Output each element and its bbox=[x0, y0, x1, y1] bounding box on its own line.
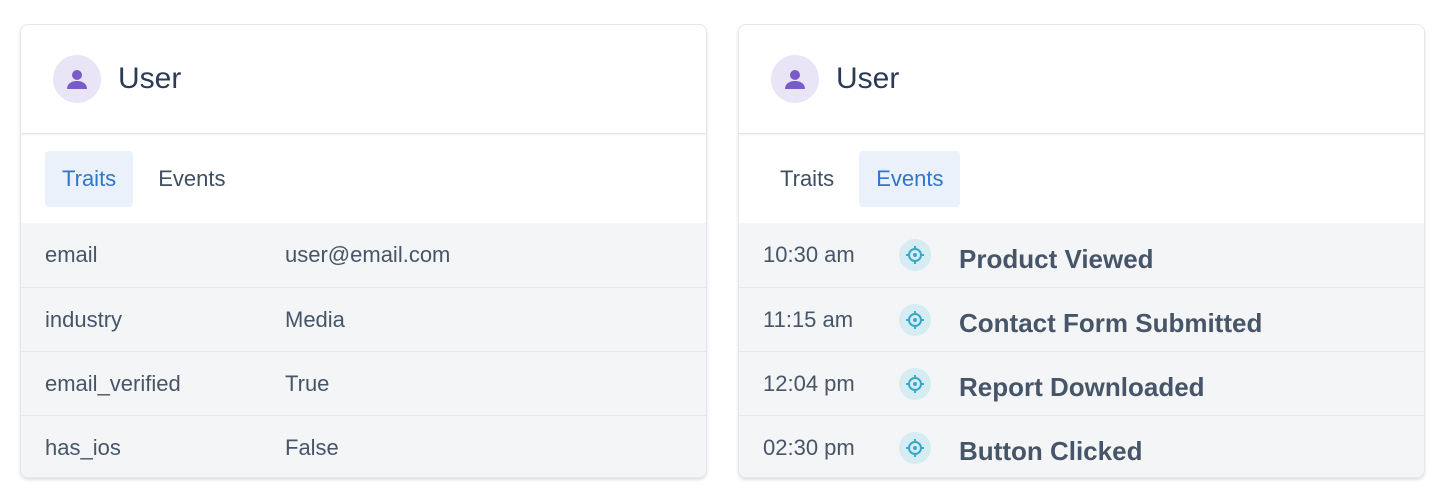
trait-row: email_verified True bbox=[21, 351, 706, 415]
traits-list: email user@email.com industry Media email_… bbox=[21, 223, 706, 477]
card-title: User bbox=[836, 62, 900, 95]
card-title: User bbox=[118, 62, 182, 95]
event-name: Product Viewed bbox=[959, 243, 1154, 274]
trait-value: True bbox=[285, 370, 330, 396]
trait-value: False bbox=[285, 434, 339, 460]
user-events-card: User Traits Events 10:30 am Product Viewe… bbox=[738, 24, 1425, 478]
trait-key: industry bbox=[45, 306, 123, 332]
tab-traits[interactable]: Traits bbox=[780, 165, 835, 191]
event-time: 12:04 pm bbox=[763, 370, 855, 396]
trait-key: email bbox=[45, 242, 98, 267]
tab-events[interactable]: Events bbox=[158, 165, 226, 191]
events-list: 10:30 am Product Viewed 11:15 am Contact F… bbox=[739, 223, 1424, 477]
event-time: 10:30 am bbox=[763, 242, 855, 267]
user-avatar-icon bbox=[771, 55, 819, 103]
user-avatar-icon bbox=[53, 55, 101, 103]
event-name: Report Downloaded bbox=[959, 372, 1205, 402]
target-icon bbox=[899, 431, 931, 464]
trait-key: has_ios bbox=[45, 434, 121, 460]
trait-row: industry Media bbox=[21, 287, 706, 351]
target-icon bbox=[899, 239, 931, 271]
event-row: 02:30 pm Button Clicked bbox=[739, 415, 1424, 477]
card-header: User bbox=[21, 25, 706, 134]
trait-key: email_verified bbox=[45, 370, 181, 396]
event-row: 12:04 pm Report Downloaded bbox=[739, 351, 1424, 415]
event-time: 02:30 pm bbox=[763, 434, 855, 460]
user-traits-card: User Traits Events email user@email.com i… bbox=[20, 24, 707, 478]
event-row: 11:15 am Contact Form Submitted bbox=[739, 287, 1424, 351]
trait-row: email user@email.com bbox=[21, 223, 706, 287]
event-name: Button Clicked bbox=[959, 436, 1143, 466]
target-icon bbox=[899, 367, 931, 400]
tab-traits[interactable]: Traits bbox=[45, 150, 134, 207]
trait-value: user@email.com bbox=[285, 242, 451, 267]
tab-events[interactable]: Events bbox=[859, 150, 961, 207]
event-row: 10:30 am Product Viewed bbox=[739, 223, 1424, 287]
tab-bar: Traits Events bbox=[21, 134, 706, 223]
tab-bar: Traits Events bbox=[739, 134, 1424, 223]
card-header: User bbox=[739, 25, 1424, 134]
target-icon bbox=[899, 303, 931, 336]
event-name: Contact Form Submitted bbox=[959, 308, 1263, 338]
event-time: 11:15 am bbox=[763, 306, 854, 332]
trait-value: Media bbox=[285, 306, 345, 332]
trait-row: has_ios False bbox=[21, 415, 706, 477]
